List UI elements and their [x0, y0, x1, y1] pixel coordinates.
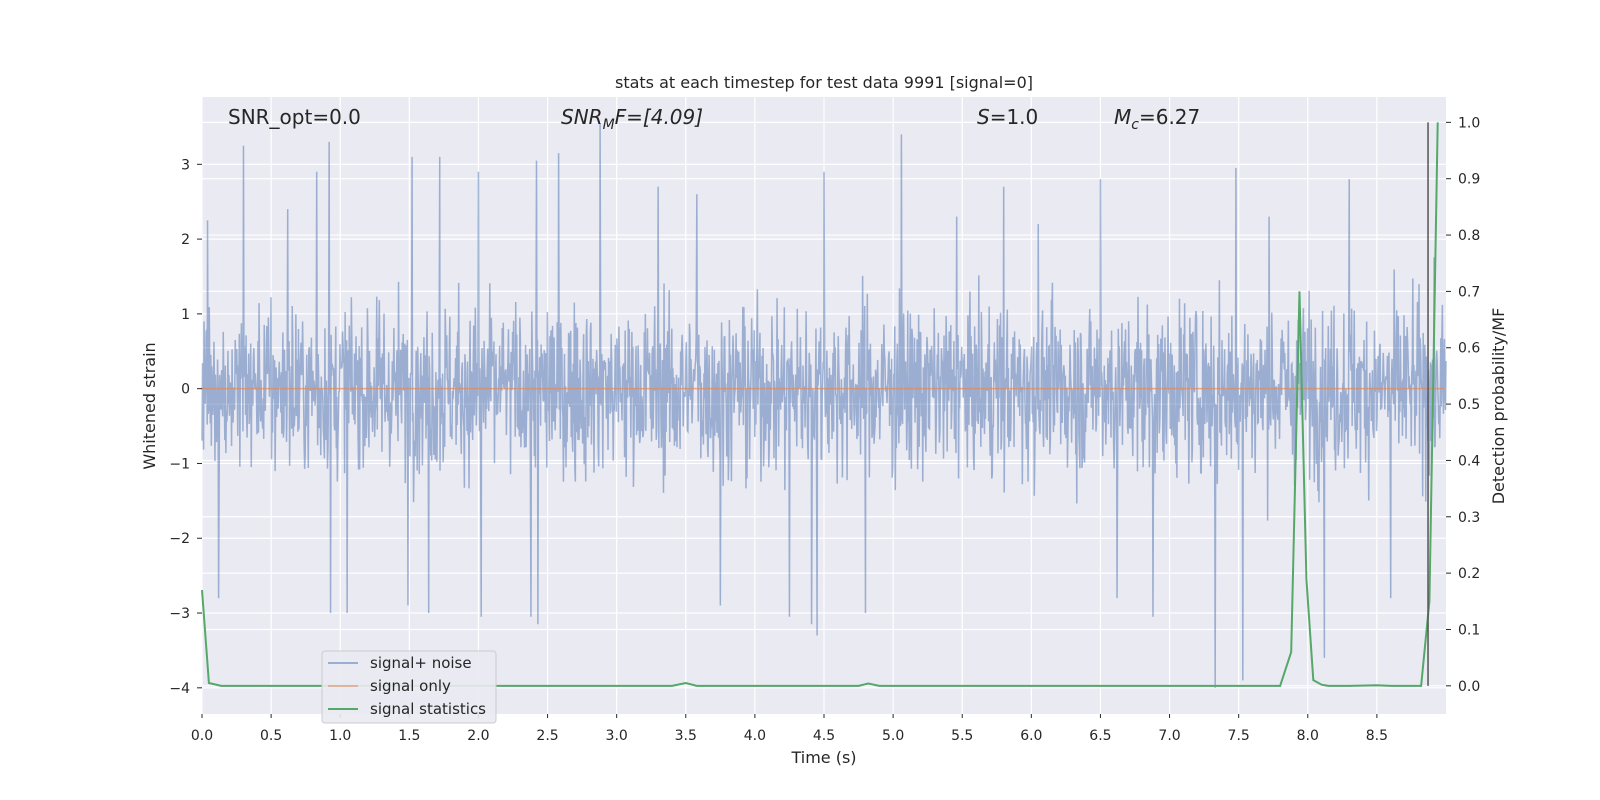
- legend-label-signal-noise: signal+ noise: [370, 654, 472, 672]
- x-tick-label: 1.5: [398, 728, 420, 744]
- legend: signal+ noise signal only signal statist…: [321, 650, 497, 724]
- y-tick-label: 1: [181, 307, 190, 323]
- y-axis-label: Whitened strain: [140, 342, 159, 469]
- x-tick-label: 8.0: [1297, 728, 1319, 744]
- y-tick-label: −2: [169, 531, 190, 547]
- x-tick-label: 8.5: [1366, 728, 1388, 744]
- y2-tick-label: 0.0: [1458, 679, 1480, 695]
- annotation-snr-mf: SNRMF=[4.09]: [561, 105, 703, 133]
- x-tick-label: 5.0: [882, 728, 904, 744]
- signal-noise-series: [201, 123, 1447, 688]
- x-tick-label: 3.0: [606, 728, 628, 744]
- legend-label-signal-statistics: signal statistics: [370, 700, 486, 718]
- x-tick-label: 0.0: [191, 728, 213, 744]
- y-tick-label: 0: [181, 382, 190, 398]
- y2-tick-label: 0.3: [1458, 510, 1480, 526]
- x-tick-label: 4.5: [813, 728, 835, 744]
- annotation-mc: Mc=6.27: [1114, 105, 1200, 133]
- annotation-snr-mf-sub: M: [603, 117, 615, 133]
- x-tick-label: 5.5: [951, 728, 973, 744]
- y-tick-label: 3: [181, 157, 190, 173]
- x-tick-labels: 0.0 0.5 1.0 1.5 2.0 2.5 3.0 3.5 4.0 4.5 5.0 5.5 6.0 6…: [191, 714, 1388, 744]
- chart-title: stats at each timestep for test data 999…: [615, 73, 1033, 92]
- x-axis-label: Time (s): [790, 748, 856, 767]
- x-tick-label: 0.5: [260, 728, 282, 744]
- legend-label-signal-only: signal only: [370, 677, 451, 695]
- y-tick-label: −4: [169, 681, 190, 697]
- y2-tick-label: 0.5: [1458, 397, 1480, 413]
- y-tick-labels: 3 2 1 0 −1 −2 −3 −4: [169, 157, 202, 697]
- legend-box: [321, 650, 497, 724]
- x-tick-label: 7.5: [1228, 728, 1250, 744]
- annotation-mc-main: M: [1114, 105, 1131, 129]
- signal-noise-line: [201, 123, 1447, 688]
- x-tick-label: 2.5: [536, 728, 558, 744]
- y2-tick-label: 1.0: [1458, 115, 1480, 131]
- x-tick-label: 6.0: [1020, 728, 1042, 744]
- x-tick-label: 1.0: [329, 728, 351, 744]
- annotation-mc-sub: c: [1131, 117, 1139, 133]
- x-tick-label: 3.5: [675, 728, 697, 744]
- y2-tick-label: 0.1: [1458, 622, 1480, 638]
- annotation-s-rest: =1.0: [990, 105, 1039, 129]
- annotation-mc-rest: =6.27: [1139, 105, 1200, 129]
- annotation-s-main: S: [977, 105, 990, 129]
- annotation-snr-mf-main: SNR: [561, 105, 603, 129]
- x-tick-label: 6.5: [1089, 728, 1111, 744]
- annotation-snr-opt: SNR_opt=0.0: [228, 105, 361, 129]
- y-tick-label: 2: [181, 232, 190, 248]
- annotation-snr-mf-rest: F=[4.09]: [615, 105, 703, 129]
- y-tick-label: −3: [169, 606, 190, 622]
- y2-axis-label: Detection probability/MF: [1489, 308, 1508, 505]
- y2-tick-label: 0.4: [1458, 453, 1480, 469]
- y2-tick-label: 0.6: [1458, 341, 1480, 357]
- x-tick-label: 2.0: [467, 728, 489, 744]
- x-tick-label: 7.0: [1158, 728, 1180, 744]
- y-tick-label: −1: [169, 456, 190, 472]
- y2-tick-label: 0.9: [1458, 172, 1480, 188]
- y2-tick-label: 0.2: [1458, 566, 1480, 582]
- x-tick-label: 4.0: [744, 728, 766, 744]
- y2-tick-label: 0.7: [1458, 284, 1480, 300]
- y2-tick-labels: 1.0 0.9 0.8 0.7 0.6 0.5 0.4 0.3 0.2 0.1 0.0: [1446, 115, 1480, 695]
- annotation-s: S=1.0: [977, 105, 1038, 129]
- y2-tick-label: 0.8: [1458, 228, 1480, 244]
